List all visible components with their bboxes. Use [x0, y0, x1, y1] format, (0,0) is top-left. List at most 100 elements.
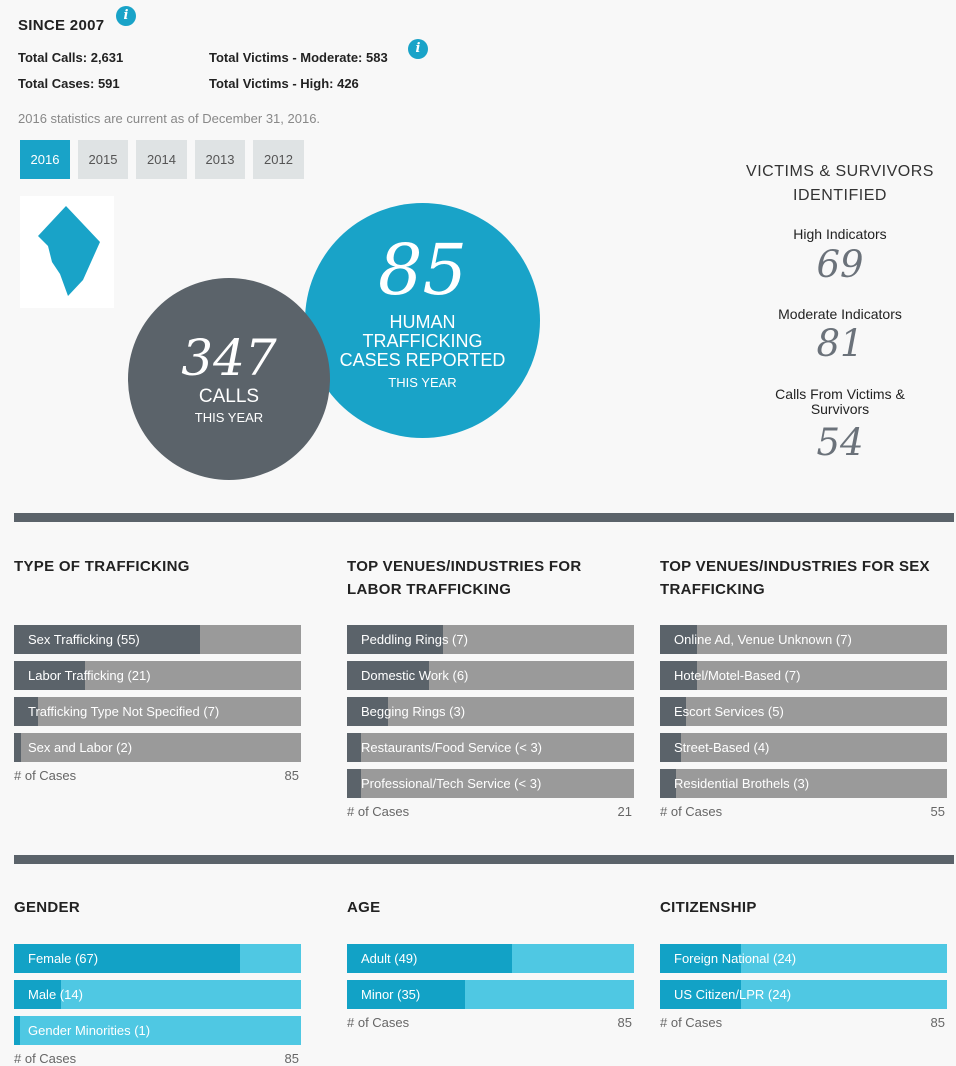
- bar-label: Residential Brothels (3): [674, 776, 810, 791]
- sex-venues-bar[interactable]: Residential Brothels (3): [660, 769, 947, 798]
- labor-venues-bar[interactable]: Domestic Work (6): [347, 661, 634, 690]
- info-icon[interactable]: i: [408, 39, 428, 59]
- type-of-trafficking-title: TYPE OF TRAFFICKING: [14, 555, 314, 578]
- bar-label: Minor (35): [361, 987, 421, 1002]
- bar-label: Female (67): [28, 951, 99, 966]
- bar-fill: [660, 944, 741, 973]
- bar-fill: [660, 661, 697, 690]
- sex-venues-title: TOP VENUES/INDUSTRIES FOR SEX TRAFFICKING: [660, 555, 956, 601]
- calls-number: 347: [181, 329, 277, 387]
- cases-label-line: TRAFFICKING: [362, 331, 483, 351]
- sex-venues-bar[interactable]: Street-Based (4): [660, 733, 947, 762]
- citizenship-bar[interactable]: Foreign National (24): [660, 944, 947, 973]
- bar-label: Begging Rings (3): [361, 704, 466, 719]
- cases-circle: 85 HUMAN TRAFFICKING CASES REPORTED THIS…: [305, 203, 540, 438]
- year-tab-2012[interactable]: 2012: [253, 140, 304, 179]
- labor-venues-bar[interactable]: Restaurants/Food Service (< 3): [347, 733, 634, 762]
- labor-venues-bar[interactable]: Begging Rings (3): [347, 697, 634, 726]
- section-title-line: GENDER: [14, 899, 80, 916]
- bar-fill: [660, 769, 676, 798]
- labor-venues-bar[interactable]: Peddling Rings (7): [347, 625, 634, 654]
- year-tab-2014[interactable]: 2014: [136, 140, 187, 179]
- section-title-line: TRAFFICKING: [660, 581, 765, 598]
- cases-label-line: HUMAN: [389, 312, 456, 332]
- bar-label: Street-Based (4): [674, 740, 770, 755]
- bar-label: Gender Minorities (1): [28, 1023, 151, 1038]
- cases-total: 21: [617, 804, 632, 819]
- cases-axis-label: # of Cases: [660, 1015, 723, 1030]
- bar-label: Escort Services (5): [674, 704, 784, 719]
- year-tab-2016[interactable]: 2016: [20, 140, 70, 179]
- cases-total: 55: [930, 804, 945, 819]
- calls-from-victims-line: Survivors: [810, 401, 870, 417]
- cases-total: 85: [284, 768, 299, 783]
- bar-label: Professional/Tech Service (< 3): [361, 776, 542, 791]
- gender-bar[interactable]: Male (14): [14, 980, 301, 1009]
- age-bar[interactable]: Adult (49): [347, 944, 634, 973]
- sex-venues-bar[interactable]: Hotel/Motel-Based (7): [660, 661, 947, 690]
- cases-total: 85: [930, 1015, 945, 1030]
- victims-heading-line: IDENTIFIED: [793, 187, 887, 204]
- bar-fill: [347, 625, 443, 654]
- labor-venues-bar[interactable]: Professional/Tech Service (< 3): [347, 769, 634, 798]
- citizenship-bar[interactable]: US Citizen/LPR (24): [660, 980, 947, 1009]
- dc-map-icon: [20, 196, 114, 308]
- total-victims-moderate: Total Victims - Moderate: 583: [209, 50, 388, 65]
- bar-label: Online Ad, Venue Unknown (7): [674, 632, 852, 647]
- moderate-indicators-label: Moderate Indicators: [778, 306, 902, 322]
- bar-fill: [347, 697, 388, 726]
- age-title: AGE: [347, 896, 647, 919]
- gender-bar[interactable]: Female (67): [14, 944, 301, 973]
- cases-axis-label: # of Cases: [347, 804, 410, 819]
- section-title-line: AGE: [347, 899, 381, 916]
- bar-label: Peddling Rings (7): [361, 632, 468, 647]
- total-calls: Total Calls: 2,631: [18, 50, 124, 65]
- age-bar[interactable]: Minor (35): [347, 980, 634, 1009]
- bar-label: US Citizen/LPR (24): [674, 987, 792, 1002]
- bar-fill: [14, 733, 21, 762]
- year-tab-2015[interactable]: 2015: [78, 140, 128, 179]
- bar-fill: [347, 944, 512, 973]
- section-title-line: CITIZENSHIP: [660, 899, 757, 916]
- info-icon[interactable]: i: [116, 6, 136, 26]
- type-of-trafficking-bar[interactable]: Labor Trafficking (21): [14, 661, 301, 690]
- gender-title: GENDER: [14, 896, 314, 919]
- moderate-indicators-value: 81: [816, 322, 864, 365]
- section-divider: [14, 855, 954, 864]
- sex-venues-bar[interactable]: Escort Services (5): [660, 697, 947, 726]
- cases-sub: THIS YEAR: [388, 375, 457, 390]
- type-of-trafficking-bar[interactable]: Trafficking Type Not Specified (7): [14, 697, 301, 726]
- bar-label: Male (14): [28, 987, 83, 1002]
- bar-fill: [660, 697, 686, 726]
- type-of-trafficking-bar[interactable]: Sex and Labor (2): [14, 733, 301, 762]
- cases-total: 85: [284, 1051, 299, 1066]
- bar-label: Sex and Labor (2): [28, 740, 133, 755]
- gender-bar[interactable]: Gender Minorities (1): [14, 1016, 301, 1045]
- year-tab-2013[interactable]: 2013: [195, 140, 245, 179]
- stats-note: 2016 statistics are current as of Decemb…: [18, 111, 321, 126]
- bar-label: Foreign National (24): [674, 951, 797, 966]
- bar-fill: [347, 661, 429, 690]
- citizenship-title: CITIZENSHIP: [660, 896, 956, 919]
- calls-circle: 347 CALLS THIS YEAR: [128, 278, 330, 480]
- bar-fill: [14, 697, 38, 726]
- victims-heading-line: VICTIMS & SURVIVORS: [746, 163, 934, 180]
- section-title-line: TOP VENUES/INDUSTRIES FOR: [347, 558, 582, 575]
- since-heading: SINCE 2007: [18, 17, 105, 34]
- sex-venues-bar[interactable]: Online Ad, Venue Unknown (7): [660, 625, 947, 654]
- type-of-trafficking-bar[interactable]: Sex Trafficking (55): [14, 625, 301, 654]
- section-divider: [14, 513, 954, 522]
- calls-label: CALLS: [198, 386, 260, 407]
- section-title-line: TYPE OF TRAFFICKING: [14, 558, 190, 575]
- calls-from-victims-label: Calls From Victims & Survivors: [740, 387, 940, 417]
- cases-total: 85: [617, 1015, 632, 1030]
- labor-venues-title: TOP VENUES/INDUSTRIES FOR LABOR TRAFFICKI…: [347, 555, 647, 601]
- bar-fill: [14, 980, 61, 1009]
- bar-fill: [660, 733, 681, 762]
- bar-fill: [347, 769, 361, 798]
- bar-label: Domestic Work (6): [361, 668, 469, 683]
- calls-from-victims-value: 54: [816, 421, 864, 464]
- bar-label: Labor Trafficking (21): [28, 668, 151, 683]
- cases-label-line: CASES REPORTED: [339, 350, 506, 370]
- cases-axis-label: # of Cases: [660, 804, 723, 819]
